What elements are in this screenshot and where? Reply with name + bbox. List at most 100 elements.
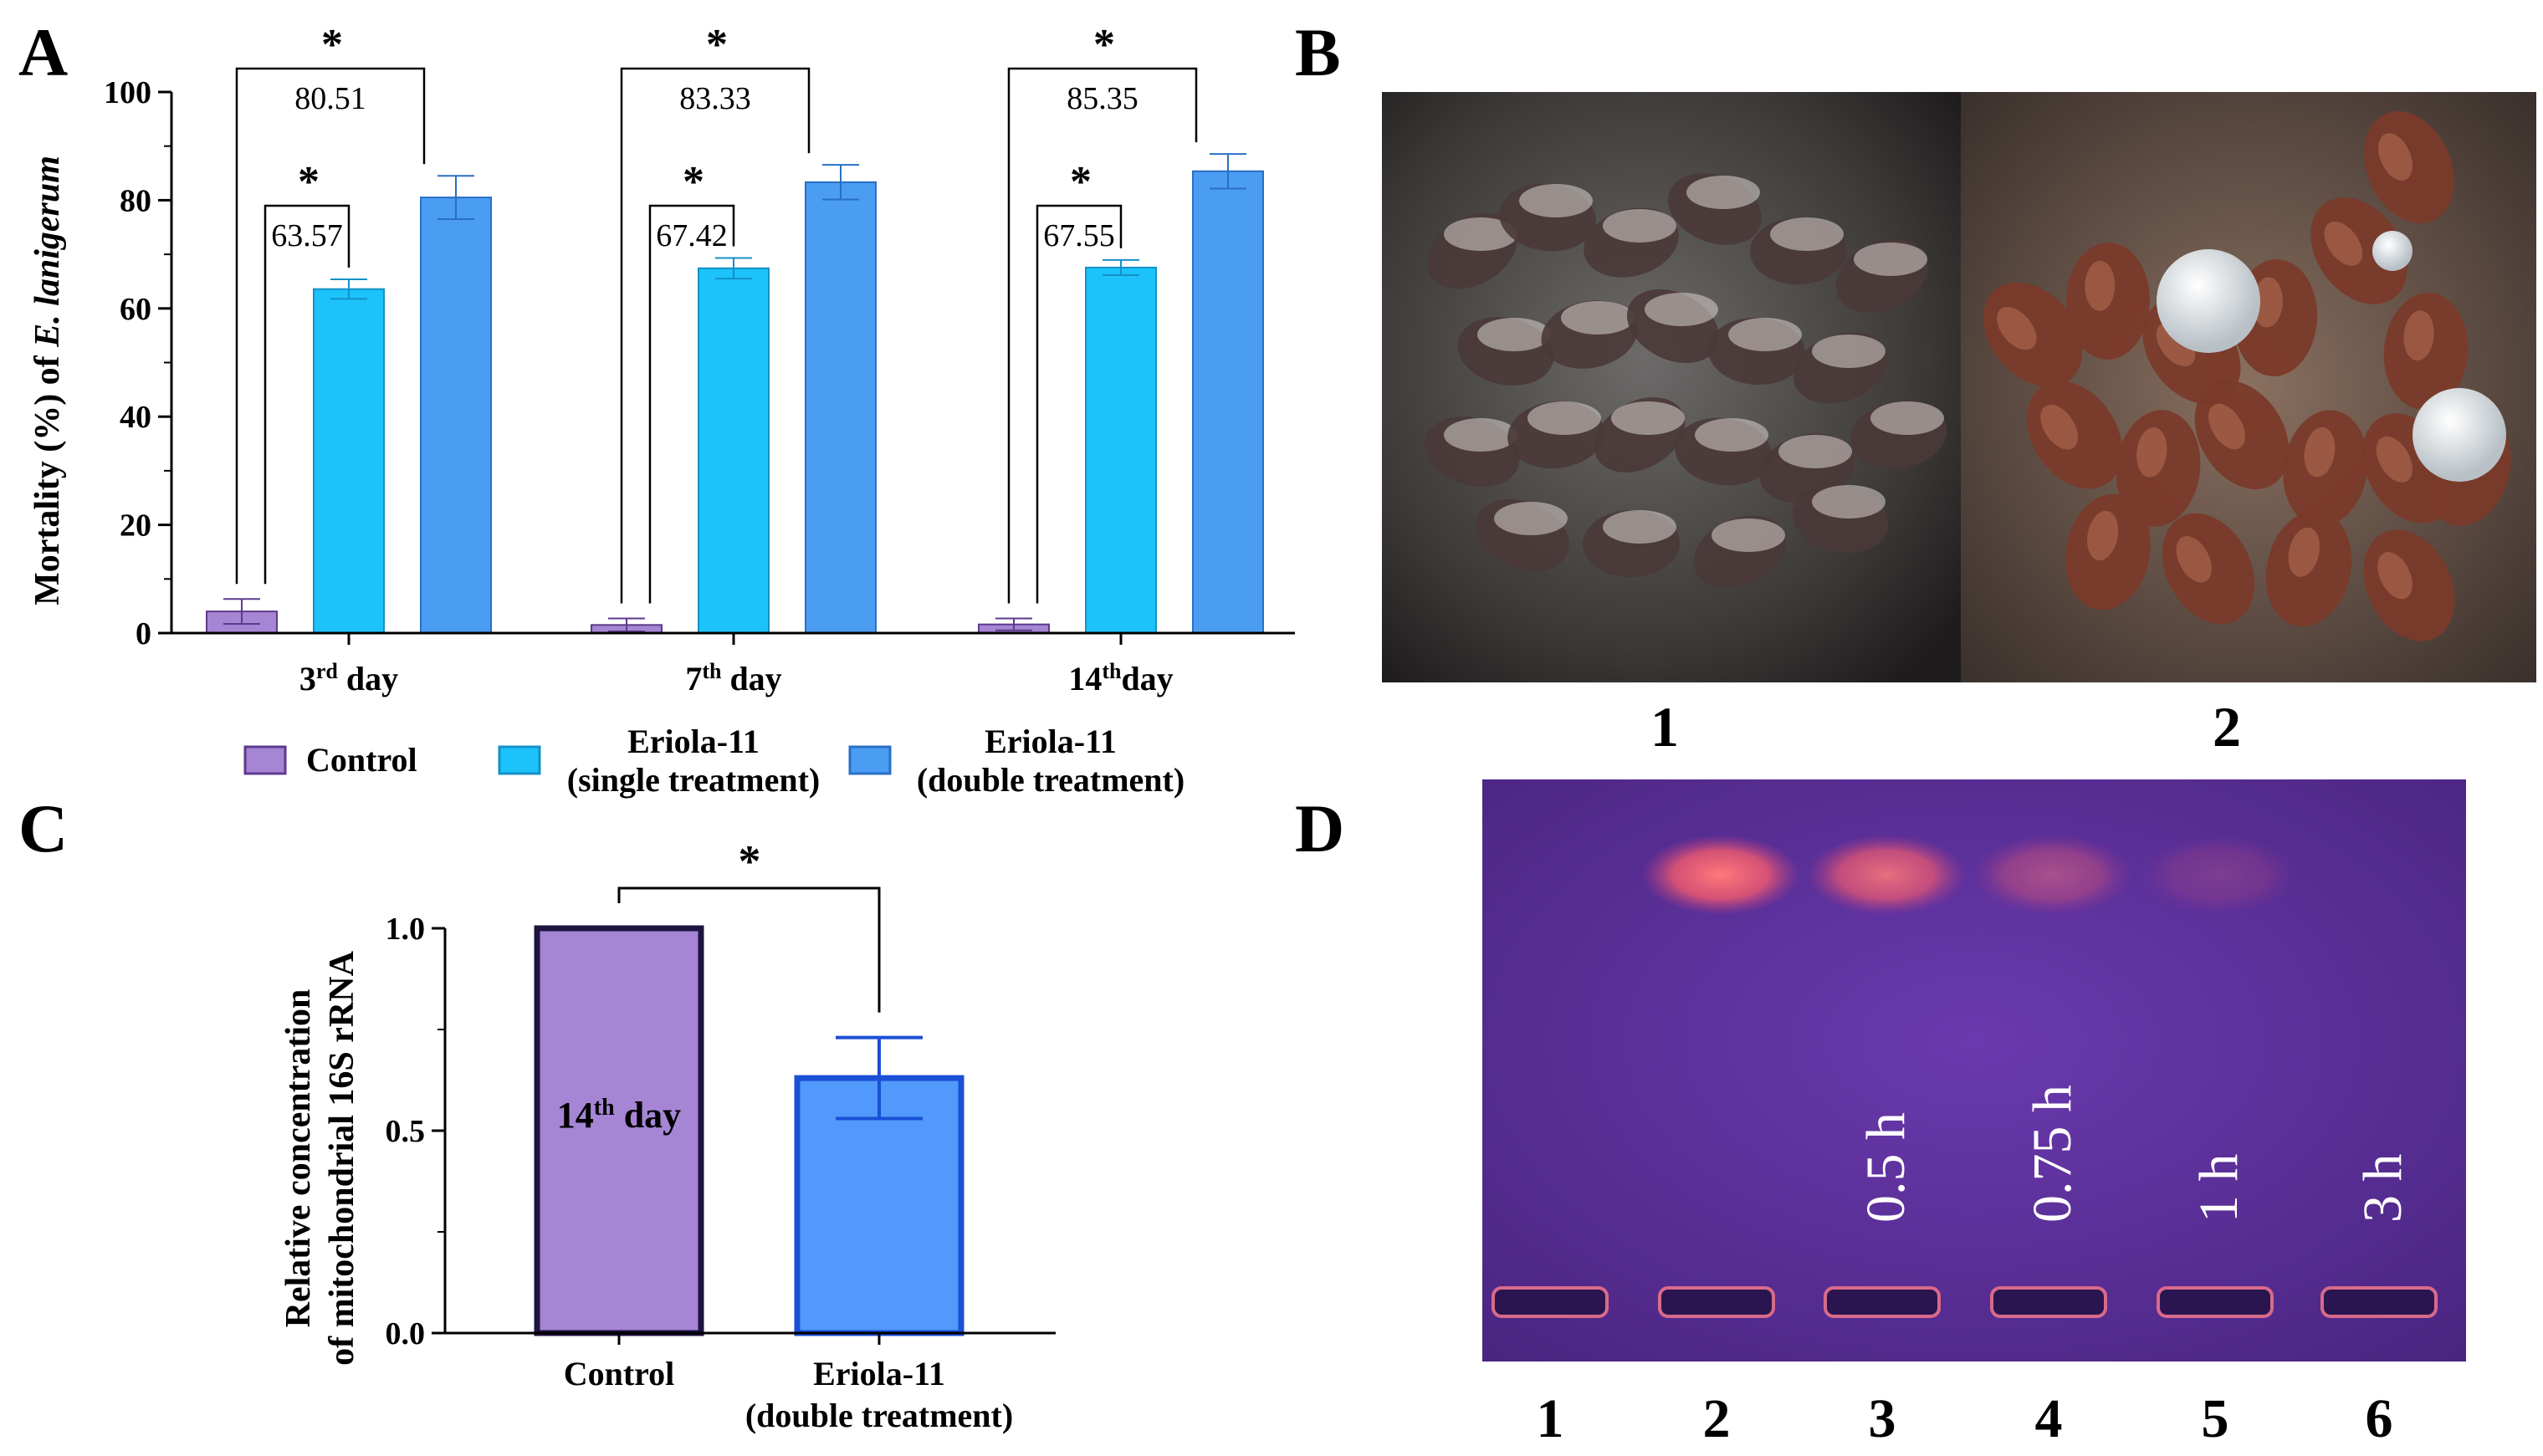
legend-swatch-control — [243, 745, 287, 775]
gel-well — [1990, 1286, 2107, 1318]
dna-band — [1973, 835, 2132, 915]
photo-control-aphids — [1382, 92, 1961, 682]
gel-image — [1482, 779, 2466, 1361]
x-tick-label-c: Control — [564, 1355, 675, 1392]
lane-number: 1 — [1537, 1388, 1564, 1449]
wax-fluff — [1527, 401, 1601, 435]
aphid-highlight — [2085, 260, 2116, 311]
wax-fluff — [1494, 502, 1568, 535]
bracket-single — [1036, 204, 1123, 604]
gel-well — [1824, 1286, 1941, 1318]
y-axis-label-a: Mortality (%) of E. lanigerum — [28, 156, 67, 605]
lane-time-label: 1 h — [2188, 1154, 2249, 1224]
legend-label-single-1: Eriola-11 — [627, 723, 760, 760]
wax-fluff — [1812, 485, 1886, 519]
annotation-double: 83.33 — [679, 81, 751, 116]
aphid-highlight — [2376, 436, 2413, 483]
aphid-highlight — [2176, 535, 2212, 583]
bracket-double — [235, 67, 426, 585]
y-tick-label-a: 0 — [136, 616, 151, 651]
aphid-highlight — [1997, 306, 2037, 350]
panel-label-a: A — [18, 14, 68, 90]
y-tick-label-a: 80 — [120, 183, 151, 218]
gel-well — [1492, 1286, 1609, 1318]
significance-star: * — [1093, 21, 1115, 69]
wax-fluff — [1812, 335, 1886, 368]
wax-fluff — [1603, 209, 1676, 243]
bar-inner-label-14th-day: 14th day — [557, 1095, 681, 1137]
lane-number: 5 — [2202, 1388, 2229, 1449]
y-tick-label-a: 60 — [120, 292, 151, 327]
annotation-single: 67.42 — [656, 218, 728, 253]
aphid-highlight — [2403, 310, 2434, 361]
bracket-single — [264, 204, 350, 585]
legend: Control Eriola-11 (single treatment) Eri… — [243, 723, 1185, 799]
aphid-highlight — [2304, 427, 2336, 478]
fungal-droplet — [2413, 388, 2506, 482]
significance-star-c: * — [739, 836, 761, 886]
dna-band — [1807, 835, 1966, 915]
lane-number: 3 — [1869, 1388, 1896, 1449]
lane-number: 4 — [2035, 1388, 2063, 1449]
bar-double — [420, 197, 492, 635]
bracket-double — [620, 67, 811, 604]
rrna-chart: 0.0 0.5 1.0 Control Eriola-11 (double treatme… — [279, 836, 1056, 1434]
aphid-highlight — [2040, 404, 2079, 450]
wax-fluff — [1603, 510, 1676, 544]
significance-star: * — [706, 21, 728, 69]
annotation-single: 63.57 — [271, 218, 343, 253]
panel-label-b: B — [1295, 14, 1341, 90]
legend-swatch-double — [848, 745, 892, 775]
significance-star: * — [321, 21, 343, 69]
aphid-highlight — [2208, 403, 2246, 450]
wax-fluff — [1870, 401, 1944, 435]
bar-double — [1192, 170, 1264, 634]
y-tick-label-c: 0.0 — [386, 1316, 426, 1351]
panel-label-d: D — [1295, 790, 1344, 866]
aphid-highlight — [2378, 133, 2413, 181]
wax-fluff — [1854, 243, 1927, 276]
lane-time-label: 0.75 h — [2022, 1085, 2083, 1223]
wax-fluff — [1728, 318, 1802, 351]
y-tick-label-c: 0.5 — [386, 1114, 426, 1149]
aphid-highlight — [2288, 527, 2320, 577]
x-tick-label-a: 14thday — [1068, 659, 1173, 698]
wax-fluff — [1611, 401, 1685, 435]
significance-star: * — [1070, 158, 1092, 206]
aphid-highlight — [2087, 510, 2119, 561]
wax-fluff — [1444, 418, 1517, 452]
fungal-droplet — [2372, 231, 2413, 271]
bar-double — [805, 181, 877, 634]
gel-electrophoresis: 1 2 0.5 h 3 0.75 h 4 1 h 5 3 h 6 — [1482, 779, 2466, 1449]
photo-label-2: 2 — [2213, 695, 2241, 759]
fungal-droplet — [2157, 249, 2260, 353]
gel-well — [2320, 1286, 2438, 1318]
aphid-highlight — [2136, 427, 2167, 478]
wax-fluff — [1645, 293, 1718, 326]
dna-band — [2140, 835, 2299, 915]
x-tick-label-a: 7th day — [685, 659, 781, 698]
aphid-highlight — [2252, 277, 2283, 328]
y-tick-label-c: 1.0 — [386, 912, 426, 947]
bar-single — [1085, 266, 1157, 634]
wax-fluff — [1519, 184, 1593, 217]
annotation-double: 80.51 — [294, 81, 366, 116]
gel-well — [1658, 1286, 1775, 1318]
aphid-photos: 1 2 — [1382, 92, 2536, 759]
legend-label-control: Control — [306, 741, 417, 779]
y-axis-label-c-line1: Relative concentration — [279, 989, 318, 1328]
wax-fluff — [1686, 176, 1760, 209]
legend-label-double-1: Eriola-11 — [985, 723, 1117, 760]
x-tick-label-c: Eriola-11 — [813, 1355, 945, 1392]
x-tick-label-c-line2: (double treatment) — [745, 1397, 1013, 1434]
wax-fluff — [1712, 519, 1785, 552]
y-tick-label-a: 20 — [120, 508, 151, 544]
wax-fluff — [1477, 318, 1551, 351]
legend-label-single-2: (single treatment) — [567, 761, 821, 799]
significance-star: * — [298, 158, 320, 206]
y-tick-label-a: 40 — [120, 400, 151, 435]
wax-fluff — [1561, 301, 1635, 335]
lane-time-label: 3 h — [2352, 1154, 2413, 1224]
lane-number: 2 — [1703, 1388, 1731, 1449]
